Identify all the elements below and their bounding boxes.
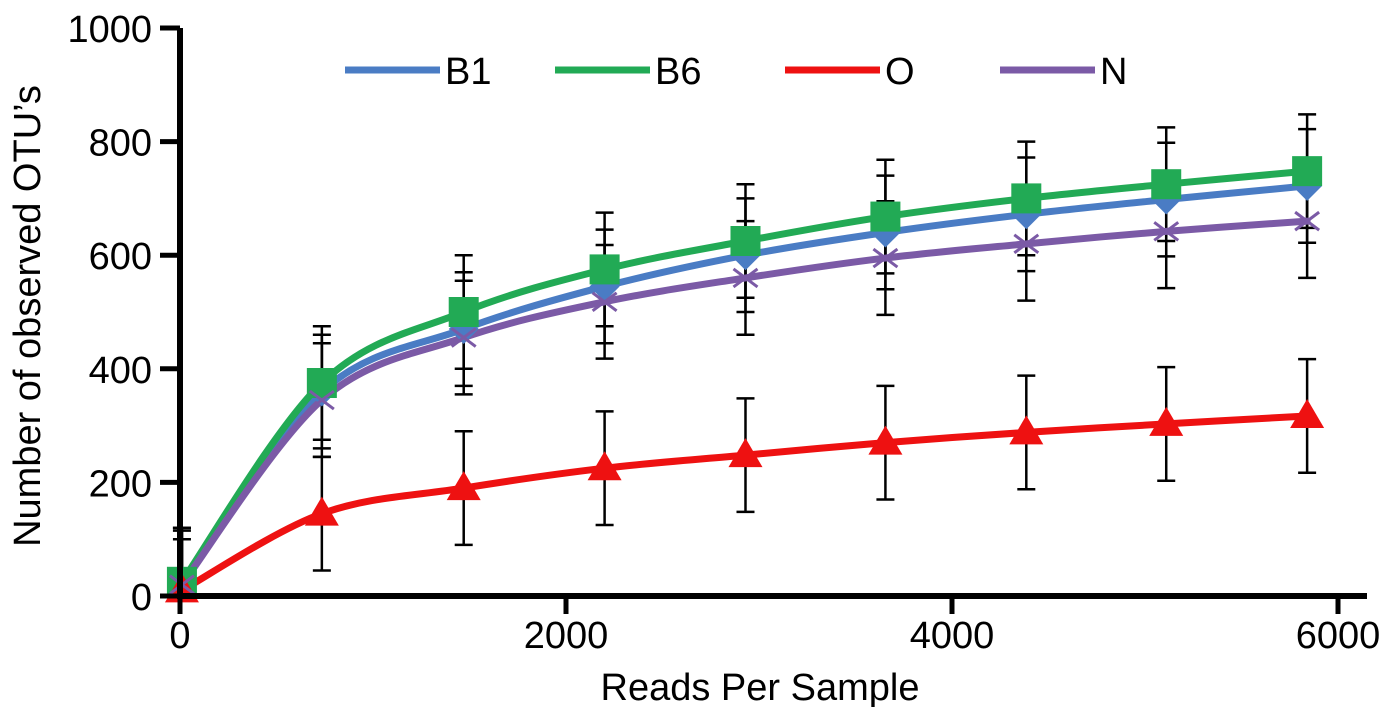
x-tick-label: 2000: [524, 615, 609, 657]
marker-N: [1153, 221, 1180, 242]
axis-ticks: 0 200 400 600 800 1000 0 2000 4000 6000: [67, 9, 1380, 657]
legend-item-B6: B6: [555, 51, 701, 93]
legend: B1 B6 O N: [345, 51, 1127, 93]
marker-O: [1290, 398, 1325, 428]
legend-label: N: [1100, 51, 1127, 93]
marker-B6: [730, 226, 761, 256]
marker-B6: [1011, 183, 1042, 214]
marker-N: [308, 389, 335, 411]
axes: [177, 28, 1367, 599]
legend-item-N: N: [1000, 51, 1127, 93]
y-tick-label: 0: [131, 577, 152, 619]
marker-O: [728, 438, 763, 468]
marker-N: [591, 291, 618, 312]
legend-label: O: [885, 51, 915, 93]
marker-B6: [589, 254, 620, 285]
marker-O: [1149, 406, 1184, 436]
marker-O: [1009, 415, 1044, 445]
x-axis-label: Reads Per Sample: [601, 667, 920, 707]
y-axis-label: Number of observed OTU’s: [7, 85, 49, 547]
x-tick-label: 4000: [910, 615, 995, 657]
marker-B6: [448, 297, 479, 327]
marker-N: [1294, 210, 1321, 232]
marker-N: [450, 327, 477, 348]
marker-O: [868, 425, 903, 455]
x-tick-label: 0: [169, 615, 190, 657]
legend-label: B1: [445, 51, 491, 93]
y-tick-label: 1000: [67, 9, 152, 51]
marker-O: [446, 471, 481, 501]
y-tick-label: 200: [89, 463, 152, 505]
legend-item-O: O: [785, 51, 915, 93]
legend-label: B6: [655, 51, 701, 93]
y-tick-label: 600: [89, 236, 152, 278]
legend-item-B1: B1: [345, 51, 491, 93]
y-tick-label: 800: [89, 123, 152, 165]
marker-B6: [1292, 156, 1323, 187]
marker-N: [872, 247, 899, 269]
marker-B6: [1151, 169, 1182, 200]
plot-marks: [164, 113, 1325, 603]
marker-N: [1013, 233, 1040, 255]
marker-B6: [870, 201, 901, 232]
marker-O: [587, 451, 622, 481]
series-markers: [164, 156, 1325, 603]
x-tick-label: 6000: [1296, 615, 1381, 657]
marker-N: [732, 267, 759, 289]
y-tick-label: 400: [89, 350, 152, 392]
marker-O: [304, 496, 339, 526]
